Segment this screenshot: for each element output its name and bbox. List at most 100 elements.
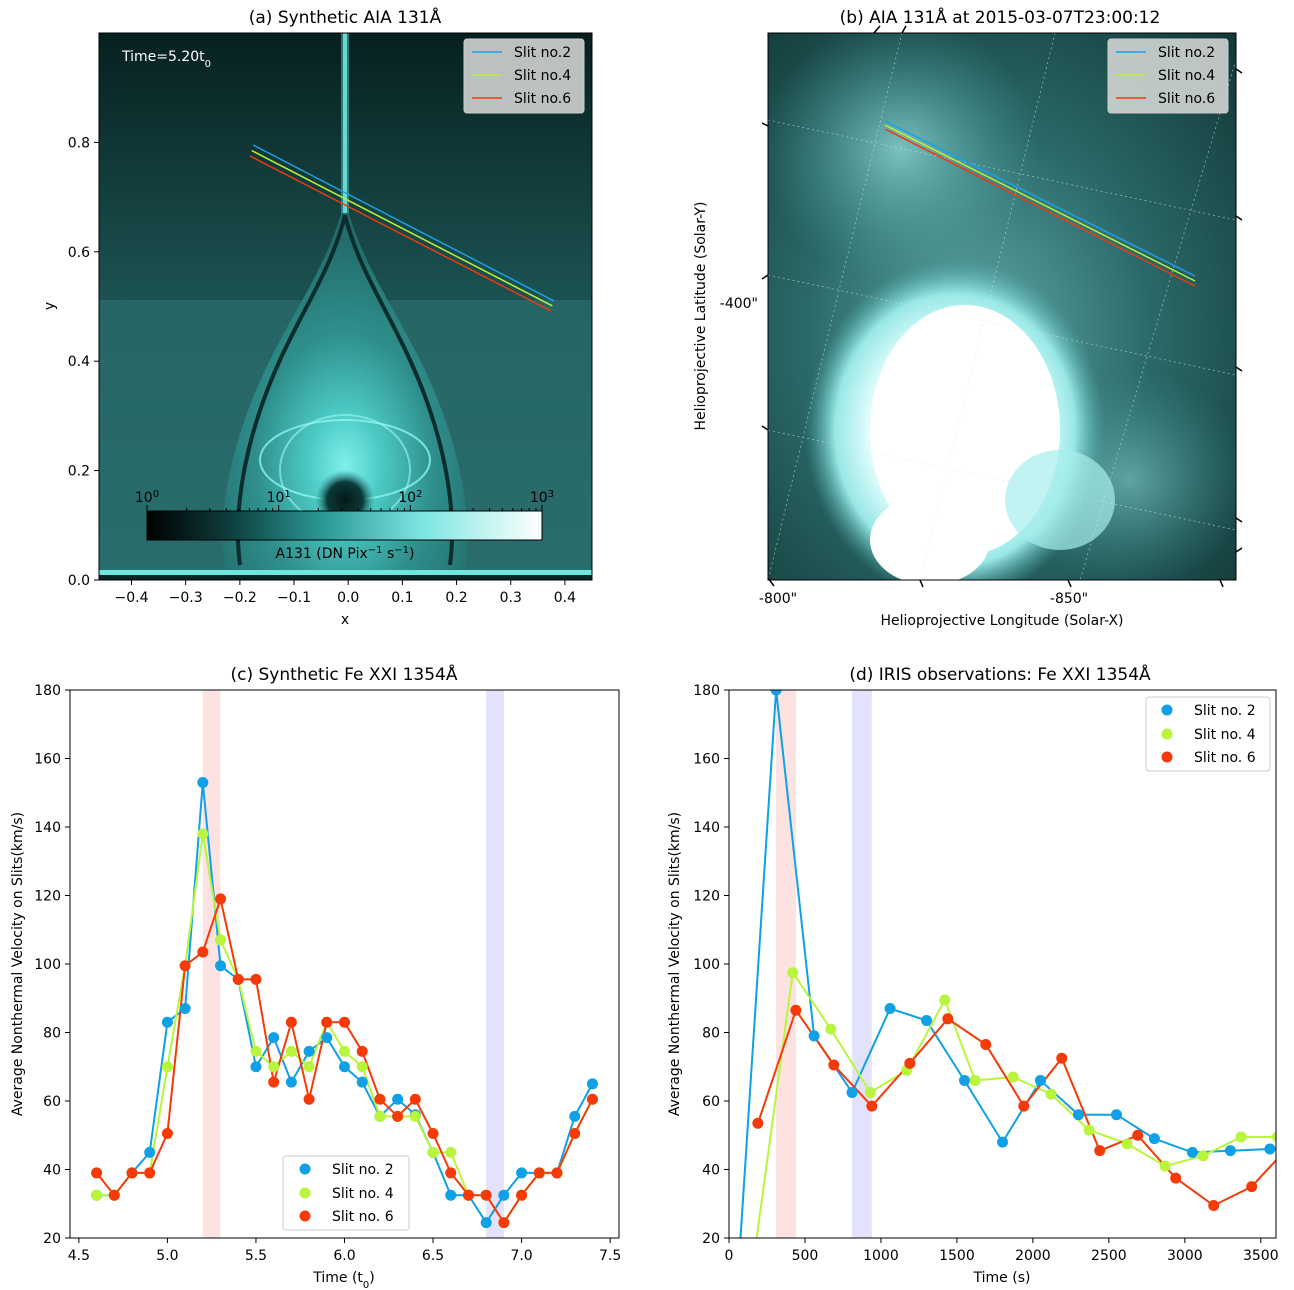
series-1-point (787, 967, 799, 979)
series-2-point (108, 1189, 120, 1201)
ytick-label: 20 (702, 1231, 720, 1247)
series-1-point (339, 1045, 350, 1057)
series-0-point (498, 1189, 510, 1201)
series-2-point (339, 1016, 350, 1028)
series-1-point (1045, 1088, 1057, 1100)
series-0-point (1034, 1074, 1046, 1086)
series-2-point (445, 1167, 457, 1179)
series-0-point (516, 1167, 528, 1179)
series-1-point (939, 994, 951, 1006)
ytick-label: 80 (702, 1026, 720, 1042)
series-1-point (1121, 1138, 1133, 1150)
series-2-point (1208, 1199, 1220, 1211)
a-ytick-label: 0.0 (68, 573, 90, 589)
series-1-point (445, 1146, 457, 1158)
panel-a-y-ticks: 0.0 0.2 0.4 0.6 0.8 (68, 135, 99, 589)
highlight-band-1 (486, 690, 504, 1238)
series-2-point (91, 1167, 103, 1179)
xtick-label: 5.0 (156, 1248, 178, 1264)
panel-b-ytick-400: -400" (720, 296, 758, 312)
series-0-point (303, 1045, 315, 1057)
a-xtick-label: 0.1 (391, 590, 413, 606)
svg-text:Time (t0): Time (t0) (312, 1270, 375, 1290)
legend-label-slit4: Slit no.4 (514, 68, 571, 84)
colorbar-label: A131 (DN Pix (276, 546, 368, 562)
panel-b-legend: Slit no.2 Slit no.4 Slit no.6 (1107, 38, 1229, 114)
series-2-point (980, 1038, 992, 1050)
series-2-point (498, 1217, 510, 1229)
panel-a-colorbar-ticks: 100 101 102 103 (135, 489, 554, 511)
series-1-point (374, 1110, 386, 1122)
series-2-point (1284, 1140, 1294, 1151)
series-2-point (828, 1059, 840, 1071)
series-0-point (586, 1078, 598, 1090)
panel-c-title: (c) Synthetic Fe XXI 1354Å (231, 663, 458, 685)
series-0-point (770, 690, 782, 696)
slit-line-1 (251, 149, 553, 307)
slit-line-2 (249, 155, 552, 312)
ytick-label: 60 (43, 1094, 61, 1110)
series-2-point (569, 1128, 581, 1140)
panel-c-ticks: 4.5 5.0 5.5 6.0 6.5 7.0 7.5 20 40 60 80 100 120 140 16… (34, 683, 621, 1264)
series-0-point (321, 1032, 333, 1044)
xtick-label: 2000 (1015, 1248, 1051, 1264)
a-ytick-label: 0.2 (68, 464, 90, 480)
legend-label-slit2: Slit no.2 (514, 45, 571, 61)
series-0-point (250, 1061, 262, 1073)
series-1-point (1197, 1150, 1209, 1162)
panel-b-legend-slit6: Slit no.6 (1158, 91, 1215, 107)
series-0-point (1148, 1133, 1160, 1145)
cbar-tick-label: 103 (530, 489, 554, 507)
series-2-point (197, 946, 209, 958)
cbar-tick-label: 102 (398, 489, 422, 507)
series-2-point (1246, 1181, 1258, 1193)
panel-a-image (99, 33, 592, 580)
panel-a-x-ticks: −0.4 −0.3 −0.2 −0.1 0.0 0.1 0.2 0.3 0.4 (115, 580, 576, 606)
panel-d-legend-slit4: Slit no. 4 (1194, 727, 1256, 743)
series-1-point (864, 1086, 876, 1098)
xtick-label: 0 (725, 1248, 734, 1264)
series-0-point (268, 1032, 280, 1044)
series-0-point (846, 1086, 858, 1098)
series-2-point (374, 1093, 386, 1105)
panel-b-title: (b) AIA 131Å at 2015-03-07T23:00:12 (840, 6, 1161, 28)
series-1-point (161, 1061, 173, 1073)
colorbar-label-mid: s (383, 546, 395, 562)
series-0-point (339, 1061, 350, 1073)
series-0-point (480, 1217, 492, 1229)
series-0-point (161, 1016, 173, 1028)
ytick-label: 60 (702, 1094, 720, 1110)
series-2-point (303, 1093, 315, 1105)
cbar-tick-label: 101 (267, 489, 291, 507)
series-0-point (1186, 1146, 1198, 1158)
panel-a-legend: Slit no.2 Slit no.4 Slit no.6 (463, 38, 585, 114)
series-2-point (161, 1128, 173, 1140)
panel-c-legend-slit4: Slit no. 4 (332, 1186, 394, 1202)
a-xtick-label: 0.3 (500, 590, 522, 606)
series-1-point (427, 1146, 439, 1158)
panel-c-plot (91, 690, 598, 1238)
panel-c-xlabel-end: ) (369, 1270, 374, 1286)
series-2-point (533, 1167, 545, 1179)
series-2-point (144, 1167, 156, 1179)
panel-b-legend-slit2: Slit no.2 (1158, 45, 1215, 61)
panel-c-synthetic-fe-xxi: (c) Synthetic Fe XXI 1354Å 4.5 5.0 5.5 6.0 6… (10, 663, 621, 1290)
panel-c-legend-slit6: Slit no. 6 (332, 1209, 394, 1225)
xtick-label: 500 (792, 1248, 819, 1264)
series-0-point (356, 1076, 368, 1088)
series-0-point (197, 776, 209, 788)
series-1-point (91, 1189, 103, 1201)
series-1-point (1007, 1071, 1019, 1083)
legend-label-slit6: Slit no.6 (514, 91, 571, 107)
xtick-label: 2500 (1091, 1248, 1127, 1264)
panel-a-slits (249, 144, 555, 312)
colorbar-label-end: ) (409, 546, 414, 562)
series-2-point (586, 1093, 598, 1105)
a-ytick-label: 0.6 (68, 245, 90, 261)
panel-b-image (768, 33, 1236, 580)
panel-c-xlabel: Time (t (312, 1270, 363, 1286)
a-xtick-label: −0.1 (277, 590, 311, 606)
ytick-label: 40 (43, 1163, 61, 1179)
series-line-0 (739, 690, 1270, 1238)
